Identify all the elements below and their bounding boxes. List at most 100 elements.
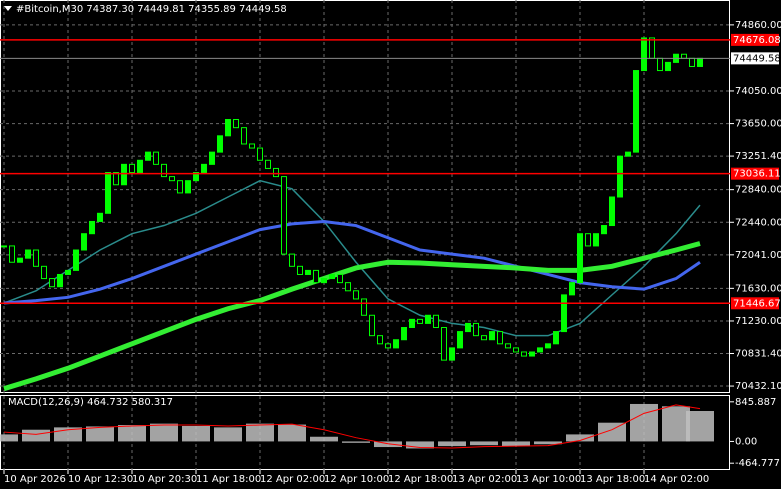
macd-bar: [534, 441, 562, 445]
signal-line: [3, 404, 701, 449]
candle: [249, 143, 255, 149]
macd-bar: [214, 427, 242, 442]
macd-bar: [566, 434, 594, 442]
x-tick-label: 14 Apr 02:00: [644, 474, 709, 485]
candle: [433, 314, 439, 328]
candle: [553, 331, 559, 345]
y-tick-label: -464.777: [735, 458, 780, 469]
moving-average: [3, 179, 701, 337]
candle: [193, 172, 199, 182]
macd-bar: [686, 410, 714, 442]
candle: [625, 151, 631, 157]
candle: [185, 180, 191, 194]
level-label: 74676.08: [733, 35, 781, 46]
level-label-box: [731, 297, 779, 310]
macd-bar: [502, 441, 530, 447]
macd-bar: [182, 425, 210, 442]
candle: [585, 233, 591, 247]
candle: [257, 147, 263, 161]
candle: [697, 57, 703, 67]
x-tick-label: 12 Apr 02:00: [260, 474, 325, 485]
candle: [273, 167, 279, 178]
candle: [689, 57, 695, 67]
macd-bar: [278, 424, 306, 442]
candle: [425, 314, 431, 324]
y-tick-label: 74860.00: [735, 20, 781, 31]
candle: [369, 314, 375, 337]
menu-arrow: [4, 6, 12, 11]
level-label: 71446.67: [733, 298, 781, 309]
candle: [441, 327, 447, 361]
candle: [633, 70, 639, 153]
y-tick-label: 73650.00: [735, 119, 781, 130]
candle: [537, 347, 543, 353]
level-label-box: [731, 167, 779, 180]
candle: [49, 278, 55, 288]
candle: [57, 273, 63, 288]
macd-title: MACD(12,26,9) 464.732 580.317: [8, 397, 173, 408]
macd-bar: [630, 403, 658, 442]
candle: [617, 155, 623, 198]
current-price-box: [731, 52, 779, 65]
candle: [361, 298, 367, 316]
candle: [81, 233, 87, 251]
y-tick-label: 73251.40: [735, 151, 781, 162]
candle: [305, 269, 311, 275]
candle: [145, 151, 151, 161]
candle: [353, 290, 359, 300]
y-tick-label: 72840.00: [735, 185, 781, 196]
candle: [393, 339, 399, 349]
candle: [385, 343, 391, 349]
candle: [113, 172, 119, 186]
candle: [609, 196, 615, 227]
candle: [457, 331, 463, 349]
x-tick-label: 13 Apr 02:00: [452, 474, 517, 485]
macd-bar: [662, 406, 690, 442]
candle: [297, 265, 303, 275]
macd-frame: [0, 395, 730, 470]
macd-bar: [118, 425, 146, 442]
candle: [209, 151, 215, 165]
candle: [177, 180, 183, 194]
moving-average: [3, 241, 701, 392]
x-tick-label: 11 Apr 18:00: [196, 474, 261, 485]
y-tick-label: 0.00: [735, 436, 757, 447]
candle: [153, 151, 159, 165]
y-tick-label: 72440.00: [735, 217, 781, 228]
candle: [513, 347, 519, 353]
candle: [25, 249, 31, 259]
candle: [73, 249, 79, 271]
candle: [9, 245, 15, 263]
y-tick-label: 74050.00: [735, 86, 781, 97]
candle: [97, 212, 103, 222]
candle: [41, 265, 47, 280]
candle: [497, 331, 503, 345]
candle: [89, 220, 95, 235]
macd-bar: [86, 426, 114, 442]
macd-bar: [150, 423, 178, 442]
candle: [345, 282, 351, 292]
candle: [225, 118, 231, 137]
candle: [377, 335, 383, 345]
candle: [321, 278, 327, 284]
candle: [313, 269, 319, 284]
candle: [233, 118, 239, 129]
macd-bar: [438, 441, 466, 447]
y-tick-label: 71630.00: [735, 283, 781, 294]
candle: [129, 163, 135, 174]
level-label-box: [731, 33, 779, 46]
candle: [521, 351, 527, 357]
x-tick-label: 13 Apr 18:00: [580, 474, 645, 485]
x-tick-label: 10 Apr 20:30: [132, 474, 197, 485]
candle: [489, 331, 495, 341]
chart-title: #Bitcoin,M30 74387.30 74449.81 74355.89 …: [16, 4, 287, 15]
candle: [65, 269, 71, 275]
candle: [265, 159, 271, 169]
macd-bar: [0, 434, 18, 442]
candle: [649, 37, 655, 59]
x-tick-label: 10 Apr 2026: [4, 474, 66, 485]
x-tick-label: 10 Apr 12:30: [68, 474, 133, 485]
candle: [121, 163, 127, 186]
